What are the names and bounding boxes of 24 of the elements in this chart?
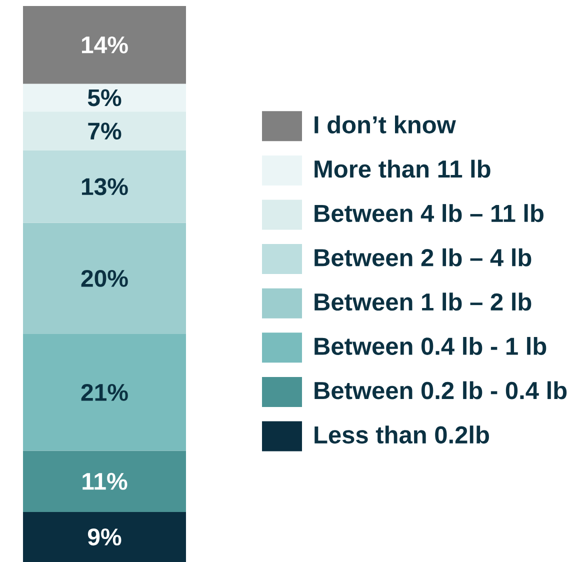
data-label: 5% bbox=[88, 89, 122, 106]
data-label: 20% bbox=[81, 270, 128, 287]
bar bbox=[23, 6, 186, 84]
data-label: 9% bbox=[88, 528, 122, 546]
bar bbox=[23, 150, 186, 223]
bar bbox=[23, 334, 186, 451]
legend-label: I don’t know bbox=[314, 115, 456, 134]
bar bbox=[23, 450, 186, 512]
legend-label: Between 0.2 lb - 0.4 lb bbox=[314, 381, 567, 400]
legend-label: Between 1 lb – 2 lb bbox=[314, 292, 532, 311]
legend-label: Between 0.4 lb - 1 lb bbox=[314, 336, 546, 355]
bar bbox=[23, 512, 186, 562]
data-label: 21% bbox=[81, 384, 128, 401]
legend-label: Between 2 lb – 4 lb bbox=[314, 248, 532, 266]
bar bbox=[23, 222, 186, 334]
data-label: 14% bbox=[82, 36, 128, 54]
data-label: 11% bbox=[82, 472, 128, 490]
bar bbox=[23, 84, 186, 112]
data-label: 13% bbox=[82, 178, 128, 196]
legend-label: Less than 0.2lb bbox=[314, 426, 489, 444]
legend-label: More than 11 lb bbox=[314, 160, 490, 178]
legend-label: Between 4 lb – 11 lb bbox=[314, 204, 544, 222]
data-label: 7% bbox=[88, 122, 122, 140]
bar bbox=[23, 112, 186, 151]
